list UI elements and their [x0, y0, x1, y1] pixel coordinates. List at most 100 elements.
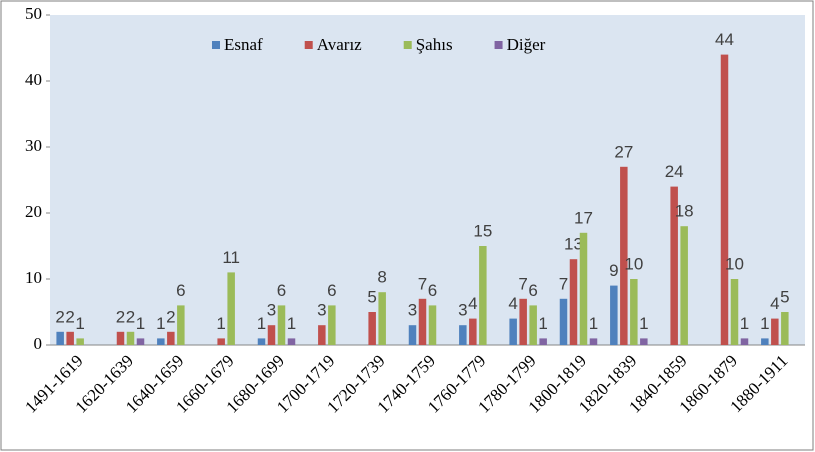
bar — [136, 338, 145, 345]
value-label: 10 — [725, 254, 744, 273]
bar — [630, 279, 638, 345]
value-label: 3 — [458, 301, 467, 320]
value-label: 27 — [614, 142, 633, 161]
bar — [519, 298, 527, 345]
value-label: 2 — [55, 307, 64, 326]
value-label: 1 — [740, 314, 749, 333]
value-label: 11 — [222, 248, 240, 267]
value-label: 13 — [564, 235, 583, 254]
legend-label: Esnaf — [224, 35, 263, 54]
value-label: 3 — [267, 301, 276, 320]
bar — [620, 166, 628, 345]
bar — [670, 186, 678, 345]
bar — [267, 325, 276, 345]
bar — [56, 331, 64, 345]
bar — [167, 331, 175, 345]
legend-swatch — [494, 41, 503, 49]
plot-area — [50, 15, 805, 345]
value-label: 1 — [216, 314, 225, 333]
bar — [761, 338, 769, 345]
bar — [730, 279, 739, 345]
bar — [771, 318, 779, 345]
value-label: 7 — [418, 274, 427, 293]
bar — [257, 338, 266, 345]
legend-swatch — [403, 41, 412, 49]
bar — [227, 272, 235, 345]
y-tick-label: 30 — [25, 136, 42, 155]
y-tick-label: 40 — [25, 70, 42, 89]
bar — [680, 226, 688, 345]
value-label: 1 — [156, 314, 165, 333]
value-label: 2 — [116, 307, 125, 326]
y-tick-label: 0 — [34, 334, 43, 353]
value-label: 7 — [518, 274, 527, 293]
bar — [66, 331, 74, 345]
bar — [328, 305, 336, 345]
y-tick-label: 50 — [25, 4, 42, 23]
y-tick-label: 20 — [25, 202, 42, 221]
value-label: 2 — [166, 307, 175, 326]
value-label: 1 — [287, 314, 296, 333]
value-label: 1 — [75, 314, 84, 333]
legend-label: Diğer — [507, 35, 546, 54]
value-label: 9 — [609, 261, 618, 280]
bar — [459, 325, 467, 345]
bar — [740, 338, 749, 345]
value-label: 7 — [559, 274, 568, 293]
value-label: 1 — [538, 314, 547, 333]
bar — [368, 312, 376, 345]
value-label: 6 — [327, 281, 336, 300]
bar — [559, 298, 568, 345]
value-label: 2 — [65, 307, 74, 326]
value-label: 2 — [126, 307, 135, 326]
y-tick-label: 10 — [25, 268, 42, 287]
value-label: 6 — [277, 281, 286, 300]
bar — [720, 54, 729, 345]
bar — [469, 318, 477, 345]
bar — [579, 232, 588, 345]
bar — [126, 331, 135, 345]
legend-swatch — [304, 41, 313, 49]
bar — [428, 305, 437, 345]
bar — [177, 305, 185, 345]
bar — [76, 338, 84, 345]
value-label: 6 — [528, 281, 537, 300]
bar — [318, 325, 326, 345]
value-label: 1 — [257, 314, 266, 333]
value-label: 5 — [367, 287, 376, 306]
bar — [277, 305, 286, 345]
bar — [640, 338, 648, 345]
bar — [569, 259, 578, 345]
bar — [157, 338, 165, 345]
value-label: 44 — [715, 30, 734, 49]
value-label: 10 — [624, 254, 643, 273]
value-label: 1 — [589, 314, 598, 333]
value-label: 1 — [639, 314, 648, 333]
value-label: 15 — [473, 221, 492, 240]
value-label: 6 — [428, 281, 437, 300]
bar — [610, 285, 618, 345]
bar — [217, 338, 225, 345]
bar — [378, 292, 386, 345]
bar — [539, 338, 547, 345]
value-label: 17 — [574, 208, 593, 227]
value-label: 24 — [665, 162, 684, 181]
bar — [479, 246, 487, 345]
bar — [589, 338, 598, 345]
value-label: 3 — [317, 301, 326, 320]
bar — [529, 305, 537, 345]
value-label: 6 — [176, 281, 185, 300]
value-label: 4 — [468, 294, 477, 313]
value-label: 1 — [760, 314, 769, 333]
value-label: 5 — [780, 287, 789, 306]
bar — [408, 325, 417, 345]
value-label: 18 — [675, 202, 694, 221]
bar — [509, 318, 517, 345]
value-label: 1 — [136, 314, 145, 333]
value-label: 4 — [508, 294, 517, 313]
legend-swatch — [212, 41, 220, 49]
legend-label: Şahıs — [416, 35, 453, 54]
bar — [781, 312, 789, 345]
value-label: 4 — [770, 294, 779, 313]
